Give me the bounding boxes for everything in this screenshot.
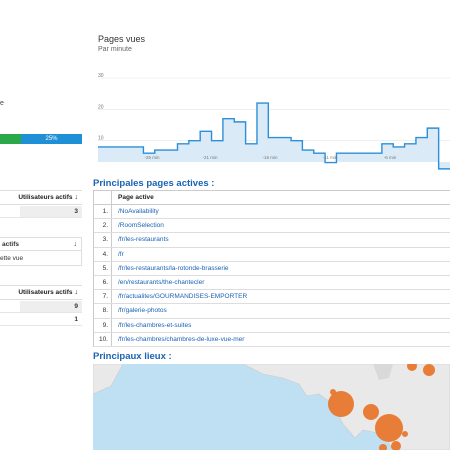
x-tick-label: -21 min (202, 155, 218, 160)
table-row: 3 (0, 205, 82, 218)
referrals-empty-row: ette vue (0, 254, 24, 262)
table-row: 3. /fr/les-restaurants (94, 233, 450, 248)
pageviews-chart: 30 20 10 -26 min -21 min -16 min -11 min -6 min (98, 73, 450, 170)
cut-off-label: e (0, 100, 4, 107)
page-link[interactable]: /fr/les-chambres/chambres-de-luxe-vue-me… (118, 335, 245, 343)
row-number: 1. (94, 205, 112, 219)
keywords-table: Utilisateurs actifs ↓ 9 1 (0, 285, 82, 326)
x-tick-label: -26 min (144, 155, 160, 160)
table-row: 9. /fr/les-chambres-et-suites (94, 318, 450, 333)
table-row: 9 (0, 300, 82, 313)
land-region (373, 364, 393, 380)
location-bubble[interactable] (363, 404, 379, 420)
table-row: 1. /NoAvailability (94, 205, 450, 220)
top-pages-header: Page active (94, 191, 450, 205)
location-bubble[interactable] (330, 389, 336, 395)
page-link[interactable]: /fr/galerie-photos (118, 307, 167, 315)
row-number: 9. (94, 318, 112, 332)
page-link[interactable]: /RoomSelection (118, 222, 164, 230)
page-link[interactable]: /fr (118, 250, 124, 258)
page-link[interactable]: /fr/actualites/GOURMANDISES-EMPORTER (118, 293, 248, 301)
y-tick-label: 20 (98, 104, 104, 110)
series-area (98, 103, 450, 169)
row-number: 8. (94, 304, 112, 318)
referrals-header[interactable]: actifs ↓ (0, 238, 81, 251)
sort-arrow-icon[interactable]: ↓ (73, 240, 78, 248)
y-tick-label: 30 (98, 73, 104, 79)
row-number: 5. (94, 261, 112, 275)
land-region (93, 364, 124, 395)
location-bubble[interactable] (423, 364, 435, 376)
sources-table: Utilisateurs actifs ↓ 3 (0, 190, 82, 218)
row-number: 3. (94, 233, 112, 247)
table-row: 8. /fr/galerie-photos (94, 304, 450, 319)
referrals-box: actifs ↓ ette vue (0, 237, 82, 266)
x-tick-label: -16 min (262, 155, 278, 160)
location-bubble[interactable] (379, 444, 387, 450)
location-bubble[interactable] (328, 391, 354, 417)
row-number: 7. (94, 290, 112, 304)
chart-title: Pages vues (98, 34, 146, 44)
table-row: 6. /en/restaurants/the-chantecler (94, 275, 450, 291)
progress-segment-green (0, 134, 21, 144)
table-row: 2. /RoomSelection (94, 219, 450, 234)
location-bubble[interactable] (391, 441, 401, 450)
row-number: 6. (94, 275, 112, 290)
location-bubble[interactable] (402, 431, 408, 437)
location-bubble[interactable] (407, 364, 417, 371)
row-number: 10. (94, 332, 112, 346)
table-row: 5. /fr/les-restaurants/la-rotonde-brasser… (94, 261, 450, 276)
row-number: 4. (94, 247, 112, 261)
page-active-column-header[interactable]: Page active (118, 194, 154, 201)
device-progress-bar: 25% (0, 134, 82, 144)
top-locations-title: Principaux lieux : (93, 351, 172, 362)
keywords-table-header[interactable]: Utilisateurs actifs ↓ (0, 286, 82, 300)
location-bubble[interactable] (375, 414, 403, 442)
top-pages-title: Principales pages actives : (93, 178, 215, 189)
page-link[interactable]: /fr/les-chambres-et-suites (118, 321, 192, 329)
page-link[interactable]: /NoAvailability (118, 208, 159, 215)
table-row: 1 (0, 313, 82, 326)
top-pages-table: Page active 1. /NoAvailability 2. /RoomSele… (93, 190, 450, 347)
locations-map[interactable] (93, 364, 450, 450)
page-link[interactable]: /fr/les-restaurants (118, 236, 169, 244)
sort-arrow-icon[interactable]: ↓ (74, 194, 79, 201)
table-row: 4. /fr (94, 247, 450, 262)
progress-segment-blue: 25% (21, 134, 82, 144)
page-link[interactable]: /en/restaurants/the-chantecler (118, 278, 205, 286)
x-tick-label: -11 min (323, 155, 338, 160)
table-row: 7. /fr/actualites/GOURMANDISES-EMPORTER (94, 290, 450, 305)
row-number: 2. (94, 219, 112, 233)
y-tick-label: 10 (98, 136, 104, 142)
left-column: e 25% Utilisateurs actifs ↓ 3 actifs ↓ e… (0, 0, 82, 450)
table-row: 10. /fr/les-chambres/chambres-de-luxe-vue… (94, 332, 450, 347)
sort-arrow-icon[interactable]: ↓ (74, 289, 79, 296)
map-svg (93, 364, 450, 450)
page-link[interactable]: /fr/les-restaurants/la-rotonde-brasserie (118, 264, 229, 272)
x-tick-label: -6 min (384, 155, 397, 160)
sources-table-header[interactable]: Utilisateurs actifs ↓ (0, 191, 82, 205)
series-line (98, 102, 450, 170)
chart-subtitle: Par minute (98, 46, 132, 53)
